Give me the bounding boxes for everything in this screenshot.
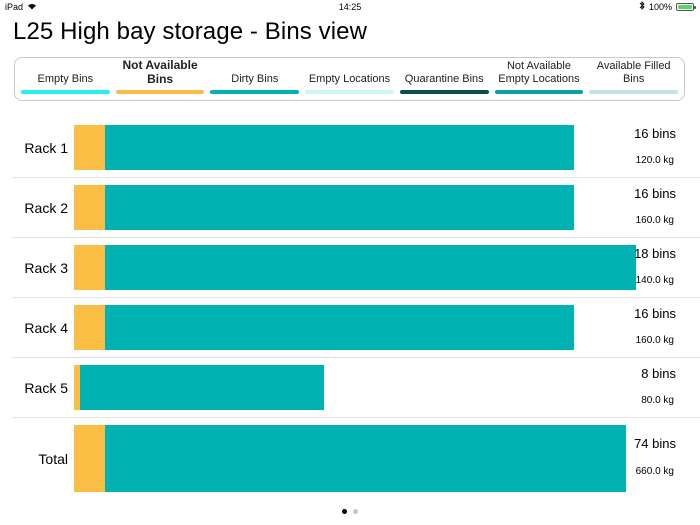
legend-swatch [115,90,205,94]
rack-bar[interactable] [74,425,636,492]
legend-label: Not Available Empty Locations [498,60,580,85]
legend-swatch [494,90,584,94]
weight-total: 160.0 kg [635,215,674,226]
rack-row[interactable]: Rack 3 18 bins 140.0 kg [12,238,700,298]
dirty-segment [105,425,627,492]
legend-item[interactable]: Quarantine Bins [397,58,492,100]
rack-row[interactable]: Rack 1 16 bins 120.0 kg [12,118,700,178]
bins-count: 18 bins [634,246,676,261]
legend-item[interactable]: Not Available Bins [113,58,208,100]
clock: 14:25 [338,2,362,12]
legend-swatch [21,90,110,94]
not-available-segment [74,365,81,410]
rack-bar[interactable] [74,365,636,410]
legend-label: Empty Locations [308,73,391,85]
battery-tip [694,6,696,9]
dirty-segment [105,185,574,230]
battery-percent: 100% [648,2,672,12]
legend-label: Dirty Bins [231,73,279,85]
weight-total: 140.0 kg [635,275,674,286]
rack-bar[interactable] [74,245,636,290]
weight-total: 120.0 kg [635,155,674,166]
not-available-segment [74,185,106,230]
status-left: iPad [5,0,37,14]
legend-item[interactable]: Dirty Bins [207,58,302,100]
device-name: iPad [5,2,24,12]
legend-item[interactable]: Available Filled Bins [586,58,681,100]
legend: Empty Bins Not Available Bins Dirty Bins Em… [14,57,685,101]
legend-label: Quarantine Bins [404,73,484,85]
rack-label: Rack 5 [24,379,68,396]
rack-bar[interactable] [74,305,636,350]
not-available-segment [74,305,106,350]
bins-count: 16 bins [634,126,676,141]
rack-row[interactable]: Rack 5 8 bins 80.0 kg [12,358,700,418]
rack-label: Rack 2 [24,199,68,216]
bins-count: 74 bins [634,436,676,451]
rack-bar[interactable] [74,185,636,230]
legend-swatch [399,90,489,94]
not-available-segment [74,125,106,170]
page-title: L25 High bay storage - Bins view [13,18,368,45]
rack-label: Rack 3 [24,259,68,276]
bins-count: 16 bins [634,186,676,201]
battery-fill [678,5,692,9]
legend-swatch [210,90,300,94]
dirty-segment [105,245,636,290]
dirty-segment [80,365,324,410]
status-right: 100% [639,0,696,14]
legend-label: Not Available Bins [122,58,198,86]
weight-total: 80.0 kg [641,395,674,406]
weight-total: 660.0 kg [635,466,674,477]
page-dot[interactable] [353,509,358,514]
dirty-segment [105,305,574,350]
legend-label: Available Filled Bins [596,60,671,85]
legend-swatch [589,90,679,94]
legend-item[interactable]: Empty Locations [302,58,397,100]
bins-count: 16 bins [634,306,676,321]
legend-item[interactable]: Empty Bins [18,58,113,100]
weight-total: 160.0 kg [635,335,674,346]
total-row[interactable]: Total 74 bins 660.0 kg [12,418,700,499]
wifi-icon [27,0,37,14]
page-indicator[interactable] [0,509,700,514]
battery-icon [676,3,696,11]
bluetooth-icon [639,0,645,14]
page-dot[interactable] [342,509,347,514]
legend-item[interactable]: Not Available Empty Locations [492,58,587,100]
legend-swatch [305,90,394,94]
not-available-segment [74,245,106,290]
rack-bar[interactable] [74,125,636,170]
rack-label: Rack 4 [24,319,68,336]
bins-count: 8 bins [641,366,676,381]
dirty-segment [105,125,574,170]
status-bar: iPad 14:25 100% [0,0,700,14]
rack-list: Rack 1 16 bins 120.0 kg Rack 2 16 bins 160.0 … [12,118,700,499]
rack-row[interactable]: Rack 2 16 bins 160.0 kg [12,178,700,238]
rack-row[interactable]: Rack 4 16 bins 160.0 kg [12,298,700,358]
rack-label: Total [38,450,68,467]
not-available-segment [74,425,106,492]
legend-label: Empty Bins [37,73,94,85]
rack-label: Rack 1 [24,139,68,156]
